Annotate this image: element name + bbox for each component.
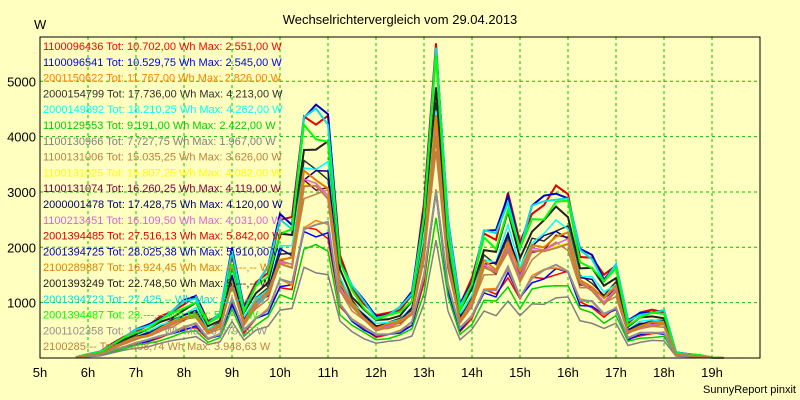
legend-entry: 2001393249 Tot: 22.748,50 Wh Max: 5.---,… [43, 278, 271, 290]
footer-credit: SunnyReport pinxit [703, 384, 796, 396]
series-line [75, 217, 725, 359]
axes: 5h 6h 7h 8h 9h 10h 11h 12h 13h 14h 15h 16h 17h 18h 19h… [7, 36, 761, 380]
plot-background [40, 37, 760, 358]
legend-entry: 2000149892 Tot: 18.210,25 Wh Max: 4.262,… [43, 104, 283, 116]
legend-entry: 2001394723 Tot: 27.425,-- Wh Max: 5.---,… [43, 294, 266, 306]
legend-entry: 2100289887 Tot: 16.924,45 Wh Max: 4.---,… [43, 262, 271, 274]
legend-entry: 2001394725 Tot: 28.025,38 Wh Max: 5.910,… [43, 246, 283, 258]
series-line [75, 54, 725, 359]
chart-title: Wechselrichtervergleich vom 29.04.2013 [283, 12, 518, 27]
y-tick-label: 3000 [7, 185, 36, 200]
x-tick-label: 16h [557, 365, 579, 380]
legend-entry: 1100213451 Tot: 16.109,50 Wh Max: 4.031,… [43, 215, 282, 227]
x-tick-label: 8h [177, 365, 191, 380]
x-tick-label: 12h [365, 365, 387, 380]
legend-entry: 2100285--- Tot: --.408,74 Wh Max: 3.948,… [43, 341, 271, 353]
grid [40, 37, 760, 358]
legend-entry: 1100131006 Tot: 15.035,25 Wh Max: 3.626,… [43, 152, 282, 164]
y-tick-label: 5000 [7, 74, 36, 89]
series-line [75, 87, 725, 359]
series-line [75, 240, 725, 359]
x-tick-label: 10h [269, 365, 291, 380]
series-line [75, 115, 725, 359]
plot-area [40, 37, 760, 358]
x-tick-label: 19h [701, 365, 723, 380]
x-tick-label: 6h [81, 365, 95, 380]
y-tick-label: 1000 [7, 296, 36, 311]
legend-entry: 1100096436 Tot: 10.702,00 Wh Max: 2.551,… [43, 41, 282, 53]
legend: 1100096436 Tot: 10.702,00 Wh Max: 2.551,… [43, 41, 283, 353]
x-tick-label: 11h [318, 365, 339, 380]
legend-entry: 1100130966 Tot: 7.727,75 Wh Max: 1.967,0… [43, 136, 276, 148]
legend-entry: 1100096541 Tot: 10.529,75 Wh Max: 2.545,… [43, 57, 282, 69]
x-tick-label: 14h [461, 365, 483, 380]
series-line [75, 136, 725, 359]
legend-entry: 2001150622 Tot: 11.767,00 Wh Max: 2.826,… [43, 73, 282, 85]
x-tick-label: 9h [225, 365, 239, 380]
plot-frame [39, 36, 761, 359]
legend-entry: 1100129553 Tot: 9.191,00 Wh Max: 2.422,0… [43, 120, 276, 132]
y-axis-unit: W [34, 17, 47, 32]
y-tick-label: 4000 [7, 130, 36, 145]
series-line [75, 47, 725, 359]
legend-entry: 2001102358 Tot: 1-.---,-- Wh Max: 3.079,… [43, 325, 268, 337]
series-lines [75, 43, 725, 359]
legend-entry: 2000154799 Tot: 17.736,00 Wh Max: 4.213,… [43, 88, 283, 100]
y-tick-label: 2000 [7, 240, 36, 255]
x-tick-label: 17h [605, 365, 627, 380]
x-tick-label: 15h [509, 365, 531, 380]
x-tick-label: 5h [33, 365, 47, 380]
legend-entry: 2001394485 Tot: 27.516,13 Wh Max: 5.842,… [43, 231, 283, 243]
x-tick-label: 7h [129, 365, 143, 380]
legend-entry: 2001394487 Tot: 23.---,-- Wh Max: 5.---,… [43, 310, 259, 322]
legend-entry: 1100131025 Tot: 15.807,25 Wh Max: 4.082,… [43, 167, 282, 179]
legend-entry: 1100131074 Tot: 16.260,25 Wh Max: 4.119,… [43, 183, 282, 195]
x-tick-label: 13h [413, 365, 435, 380]
series-line [75, 191, 725, 359]
legend-entry: 2000001478 Tot: 17.428,75 Wh Max: 4.120,… [43, 199, 283, 211]
x-tick-label: 18h [653, 365, 675, 380]
